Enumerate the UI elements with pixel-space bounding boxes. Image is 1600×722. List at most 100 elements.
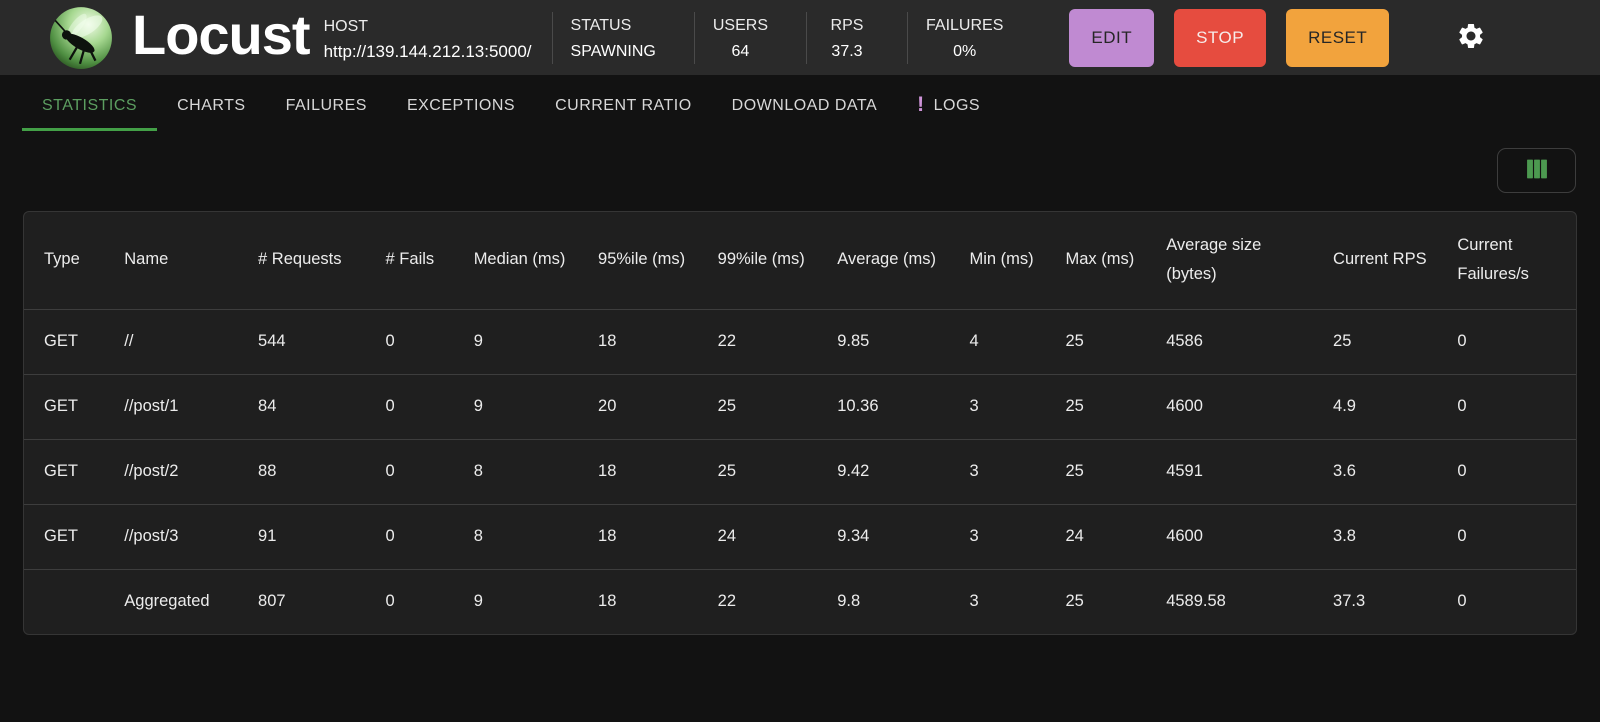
table-cell: 3	[969, 397, 979, 415]
tab-label: FAILURES	[285, 96, 367, 114]
column-header[interactable]: Max (ms)	[1065, 250, 1135, 269]
edit-button[interactable]: EDIT	[1069, 8, 1155, 67]
table-cell: 18	[598, 462, 617, 480]
table-cell: 0	[1457, 527, 1467, 545]
column-header[interactable]: Name	[124, 250, 169, 269]
table-cell: 25	[1065, 332, 1084, 350]
stat-status-label: STATUS	[570, 16, 632, 34]
tab-current-ratio[interactable]: CURRENT RATIO	[535, 83, 712, 131]
table-row: GET //post/1 84 0 9 20 25 10.36 3 25 4600 4.9 0	[24, 374, 1576, 439]
column-header[interactable]: Current RPS	[1333, 250, 1427, 269]
table-cell: 9.8	[837, 592, 861, 611]
settings-button[interactable]	[1451, 18, 1491, 58]
table-cell: GET	[44, 462, 78, 480]
tab-statistics[interactable]: STATISTICS	[22, 83, 158, 131]
locust-logo-link[interactable]: Locust	[48, 2, 311, 71]
table-cell: Aggregated	[124, 592, 210, 611]
tab-logs[interactable]: ! LOGS	[897, 83, 1000, 131]
column-header[interactable]: # Requests	[258, 250, 342, 269]
table-cell: //post/2	[124, 462, 179, 480]
table-row: Aggregated 807 0 9 18 22 9.8 3 25 4589.58 37.3 0	[24, 569, 1576, 634]
header-divider	[907, 11, 908, 64]
table-cell: 4591	[1166, 462, 1203, 480]
table-row: GET //post/3 91 0 8 18 24 9.34 3 24 4600 3.8 0	[24, 504, 1576, 569]
table-cell: 807	[258, 592, 286, 611]
table-cell: 9.34	[837, 527, 870, 545]
stat-users-value: 64	[731, 42, 750, 60]
table-cell: 0	[385, 397, 395, 415]
stat-users: USERS 64	[695, 11, 786, 64]
column-header[interactable]: Min (ms)	[969, 250, 1034, 269]
app-header: Locust HOST http://139.144.212.13:5000/ …	[0, 0, 1600, 75]
table-cell: 4.9	[1333, 397, 1356, 415]
stat-rps: RPS 37.3	[807, 11, 887, 64]
table-cell: 4586	[1166, 332, 1203, 350]
table-cell: 25	[1333, 332, 1352, 350]
logs-notification-exclamation-icon: !	[917, 92, 925, 116]
table-row: GET // 544 0 9 18 22 9.85 4 25 4586 25 0	[24, 309, 1576, 374]
header-divider	[806, 11, 807, 64]
table-cell: 0	[385, 527, 395, 545]
statistics-table-card: Type Name # Requests # Fails Median (ms) 95%i…	[23, 211, 1577, 635]
stop-button[interactable]: STOP	[1174, 8, 1267, 67]
table-cell: 3	[969, 592, 979, 611]
table-cell: 3.8	[1333, 527, 1356, 545]
stat-status-value: SPAWNING	[570, 42, 656, 60]
column-settings-button[interactable]	[1497, 148, 1576, 193]
column-header[interactable]: Current Failures/s	[1457, 235, 1529, 284]
reset-button[interactable]: RESET	[1286, 8, 1390, 67]
table-cell: 9	[473, 592, 483, 611]
table-row: GET //post/2 88 0 8 18 25 9.42 3 25 4591 3.6 0	[24, 439, 1576, 504]
table-cell: 25	[717, 397, 736, 415]
column-header[interactable]: Median (ms)	[473, 250, 566, 269]
column-header[interactable]: 95%ile (ms)	[598, 250, 686, 269]
column-header[interactable]: 99%ile (ms)	[717, 250, 805, 269]
table-cell: GET	[44, 397, 78, 415]
table-cell: 25	[1065, 397, 1084, 415]
table-cell: 0	[385, 332, 395, 350]
tab-label: CHARTS	[177, 96, 246, 114]
app-title: Locust	[132, 2, 311, 66]
table-cell: 4600	[1166, 397, 1203, 415]
stat-users-label: USERS	[712, 16, 768, 34]
table-cell: 25	[717, 462, 736, 480]
gear-icon	[1456, 21, 1486, 54]
tab-download-data[interactable]: DOWNLOAD DATA	[712, 83, 897, 131]
table-cell: 84	[258, 397, 277, 415]
tab-label: EXCEPTIONS	[406, 96, 516, 114]
table-cell: //post/3	[124, 527, 179, 545]
table-cell: 8	[473, 527, 483, 545]
table-cell: 0	[1457, 397, 1467, 415]
header-divider	[693, 11, 695, 64]
table-cell: 3	[969, 527, 979, 545]
column-header[interactable]: # Fails	[385, 250, 435, 269]
table-cell: 25	[1065, 462, 1084, 480]
table-cell: 20	[598, 397, 617, 415]
columns-icon	[1522, 155, 1552, 186]
table-cell: 18	[598, 592, 617, 611]
table-cell: 10.36	[837, 397, 879, 415]
locust-logo-icon	[48, 5, 114, 71]
table-cell: 9	[473, 397, 483, 415]
column-header[interactable]: Type	[44, 250, 80, 269]
tab-charts[interactable]: CHARTS	[157, 83, 266, 131]
table-cell: 3	[969, 462, 979, 480]
column-header[interactable]: Average size (bytes)	[1166, 235, 1262, 284]
table-cell: 0	[1457, 592, 1467, 611]
stat-failures-label: FAILURES	[926, 16, 1004, 34]
table-cell: 88	[258, 462, 277, 480]
table-cell: 24	[1065, 527, 1084, 545]
table-cell: 91	[258, 527, 277, 545]
tab-failures[interactable]: FAILURES	[266, 83, 387, 131]
tab-exceptions[interactable]: EXCEPTIONS	[387, 83, 535, 131]
table-cell: //	[124, 332, 134, 350]
table-cell: 9.42	[837, 462, 870, 480]
column-header[interactable]: Average (ms)	[837, 250, 936, 269]
main-tabs: STATISTICS CHARTS FAILURES EXCEPTIONS CU…	[0, 83, 1600, 131]
table-cell: 22	[717, 592, 736, 611]
table-cell: 4600	[1166, 527, 1203, 545]
tab-label: LOGS	[933, 96, 981, 114]
table-cell: 544	[258, 332, 286, 350]
table-cell: 9.85	[837, 332, 870, 350]
table-cell: //post/1	[124, 397, 179, 415]
